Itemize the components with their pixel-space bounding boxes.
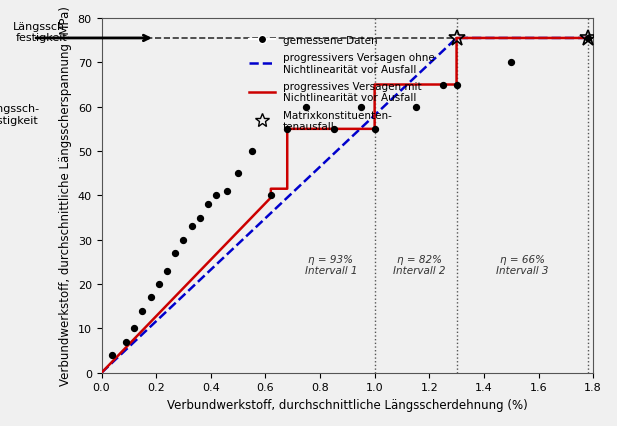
Point [178,237,188,244]
Point [146,294,155,301]
Point [203,201,213,208]
Text: η = 66%
Intervall 3: η = 66% Intervall 3 [496,254,549,276]
Point [283,126,292,133]
Text: Längssch-
festigkeit: Längssch- festigkeit [14,21,70,43]
Point [233,170,243,177]
Point [211,193,221,199]
Y-axis label: Verbundwerkstoff, durchschnittliche Längsscherspannung (MPa): Verbundwerkstoff, durchschnittliche Läng… [59,6,72,386]
Point [121,339,131,345]
Point [130,325,139,332]
Point [138,308,147,314]
Point [162,268,172,274]
Point [247,148,257,155]
Point [187,224,197,230]
Point [222,188,232,195]
Point [356,104,366,111]
X-axis label: Verbundwerkstoff, durchschnittliche Längsscherdehnung (%): Verbundwerkstoff, durchschnittliche Läng… [167,398,528,411]
Point [582,35,592,42]
Point [507,60,516,66]
Point [452,82,462,89]
Text: η = 93%
Intervall 1: η = 93% Intervall 1 [305,254,357,276]
Text: η = 82%
Intervall 2: η = 82% Intervall 2 [394,254,446,276]
Point [370,126,379,133]
Point [266,193,276,199]
Point [170,250,180,257]
Point [195,215,205,222]
Point [411,104,421,111]
Point [107,352,117,359]
Text: Längssch-
festigkeit: Längssch- festigkeit [0,104,40,126]
Point [302,104,312,111]
Point [154,281,164,288]
Legend: gemessene Daten, progressivers Versagen ohne
Nichtlinearität vor Ausfall, progre: gemessene Daten, progressivers Versagen … [244,31,439,136]
Point [329,126,339,133]
Point [438,82,448,89]
